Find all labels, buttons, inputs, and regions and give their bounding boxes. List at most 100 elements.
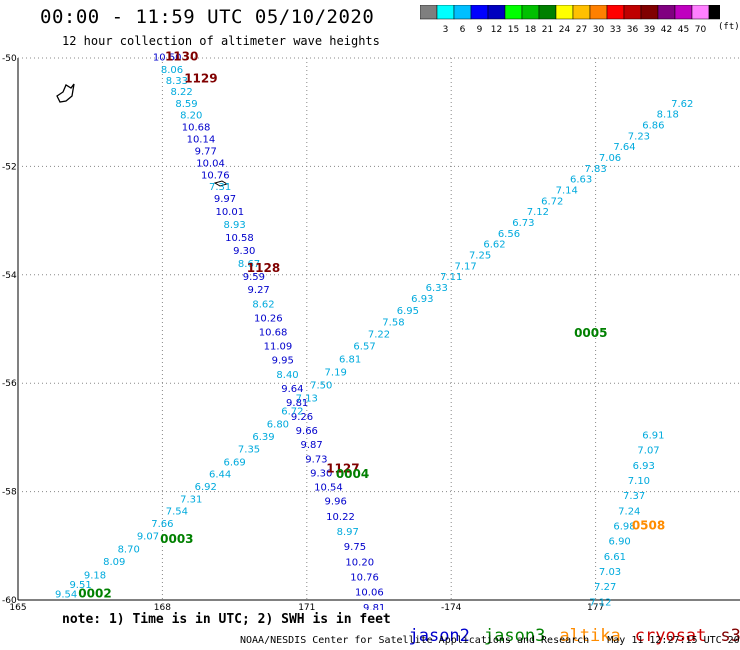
colorbar-label: 39 <box>644 25 656 35</box>
swh-value-label: 9.18 <box>84 570 106 581</box>
swh-value-label: 7.06 <box>599 153 621 164</box>
swh-value-label: 6.80 <box>267 420 289 431</box>
swh-value-label: 6.33 <box>426 283 448 294</box>
colorbar-label: 9 <box>477 25 483 35</box>
y-tick-label: -58 <box>2 488 17 498</box>
swh-value-label: 9.97 <box>214 194 236 205</box>
swh-value-label: 10.68 <box>182 123 211 134</box>
y-tick-label: -50 <box>2 54 17 64</box>
swh-value-label: 7.19 <box>325 368 347 379</box>
swh-value-label: 10.04 <box>196 158 225 169</box>
swh-value-label: 6.63 <box>570 175 592 186</box>
colorbar-label: 18 <box>525 25 537 35</box>
swh-value-label: 9.81 <box>363 603 385 610</box>
swh-value-label: 7.22 <box>368 330 390 341</box>
swh-value-label: 6.72 <box>541 196 563 207</box>
footer-note: note: 1) Time is in UTC; 2) SWH is in fe… <box>62 612 391 627</box>
pass-time-label: 1127 <box>326 462 359 476</box>
swh-value-label: 6.93 <box>411 294 433 305</box>
swh-value-label: 9.87 <box>300 440 322 451</box>
swh-value-label: 10.54 <box>314 483 343 494</box>
x-tick-label: -174 <box>441 603 462 610</box>
swh-value-label: 9.07 <box>137 531 159 542</box>
colorbar-label: 27 <box>576 25 587 35</box>
swh-value-label: 10.26 <box>254 313 283 324</box>
swh-value-label: 9.95 <box>272 356 294 367</box>
swh-value-label: 9.75 <box>344 542 366 553</box>
swh-value-label: 10.06 <box>355 588 384 599</box>
pass-time-label: 0002 <box>78 586 111 600</box>
swh-value-label: 7.50 <box>310 381 332 392</box>
swh-value-label: 10.76 <box>201 170 230 181</box>
swh-value-label: 10.01 <box>215 207 244 218</box>
swh-value-label: 8.18 <box>657 110 679 121</box>
pass-time-label: 0003 <box>160 532 193 546</box>
satellite-legend: jason2 jason3 altika cryosat s3a <box>388 606 740 646</box>
swh-value-label: 7.12 <box>589 597 611 608</box>
swh-value-label: 8.93 <box>223 220 245 231</box>
swh-value-label: 8.62 <box>252 299 274 310</box>
swh-value-label: 6.86 <box>642 120 664 131</box>
swh-value-label: 6.57 <box>353 342 375 353</box>
plot-subtitle: 12 hour collection of altimeter wave hei… <box>62 34 380 48</box>
swh-value-label: 6.39 <box>252 432 274 443</box>
swh-value-label: 7.03 <box>599 567 621 578</box>
pass-time-label: 1130 <box>165 50 198 64</box>
colorbar-label: 45 <box>678 25 689 35</box>
swh-value-label: 7.31 <box>180 494 202 505</box>
pass-time-label: 1129 <box>184 71 217 85</box>
colorbar-label: 12 <box>491 25 502 35</box>
swh-value-label: 6.92 <box>195 482 217 493</box>
swh-value-label: 6.81 <box>339 355 361 366</box>
swh-value-label: 8.70 <box>118 544 140 555</box>
swh-value-label: 10.68 <box>259 328 288 339</box>
legend-jason3: jason3 <box>483 626 546 646</box>
y-tick-label: -56 <box>2 379 17 389</box>
pass-time-label: 0004 <box>336 467 369 481</box>
swh-value-label: 9.30 <box>233 246 255 257</box>
colorbar-label: 36 <box>627 25 639 35</box>
swh-value-label: 8.97 <box>337 527 359 538</box>
y-tick-label: -54 <box>2 271 17 281</box>
swh-value-label: 6.95 <box>397 306 419 317</box>
y-tick-label: -60 <box>2 596 17 606</box>
swh-value-label: 7.35 <box>238 445 260 456</box>
swh-value-label: 10.14 <box>187 135 216 146</box>
swh-value-label: 6.44 <box>209 470 231 481</box>
swh-value-label: 7.10 <box>628 476 650 487</box>
swh-value-label: 6.56 <box>498 229 520 240</box>
credit-line: NOAA/NESDIS Center for Satellite Applica… <box>240 635 740 646</box>
swh-value-label: 7.64 <box>613 142 635 153</box>
colorbar-units: (ft) <box>718 22 740 32</box>
y-tick-label: -52 <box>2 162 17 172</box>
swh-value-label: 8.59 <box>175 99 197 110</box>
swh-value-label: 7.62 <box>671 99 693 110</box>
swh-value-label: 8.40 <box>276 370 298 381</box>
swh-value-label: 9.26 <box>291 412 313 423</box>
plot-title: 00:00 - 11:59 UTC 05/10/2020 <box>40 6 375 28</box>
swh-value-label: 9.66 <box>296 426 318 437</box>
swh-value-label: 7.66 <box>151 519 173 530</box>
colorbar-label: 33 <box>610 25 621 35</box>
swh-value-label: 8.22 <box>171 87 193 98</box>
swh-value-label: 6.98 <box>613 522 635 533</box>
swh-value-label: 9.30 <box>310 468 332 479</box>
legend-jason2: jason2 <box>408 626 470 646</box>
swh-value-label: 9.59 <box>243 272 265 283</box>
swh-value-label: 9.27 <box>248 285 270 296</box>
swh-value-label: 8.09 <box>103 557 125 568</box>
colorbar-label: 24 <box>559 25 571 35</box>
wave-height-chart: 165 168 171 -174 177-50-52-54-56-58-6010.508… <box>2 50 740 610</box>
swh-value-label: 7.12 <box>527 207 549 218</box>
swh-value-label: 7.37 <box>623 491 645 502</box>
swh-value-label: 7.13 <box>296 394 318 405</box>
swh-value-label: 6.61 <box>604 552 626 563</box>
swh-value-label: 7.17 <box>455 261 477 272</box>
colorbar-label: 70 <box>695 25 707 35</box>
legend-altika: altika <box>559 626 621 646</box>
swh-value-label: 6.93 <box>633 461 655 472</box>
colorbar-label: 30 <box>593 25 605 35</box>
swh-value-label: 9.96 <box>325 497 347 508</box>
swh-value-label: 9.77 <box>195 146 217 157</box>
swh-value-label: 7.24 <box>618 506 640 517</box>
